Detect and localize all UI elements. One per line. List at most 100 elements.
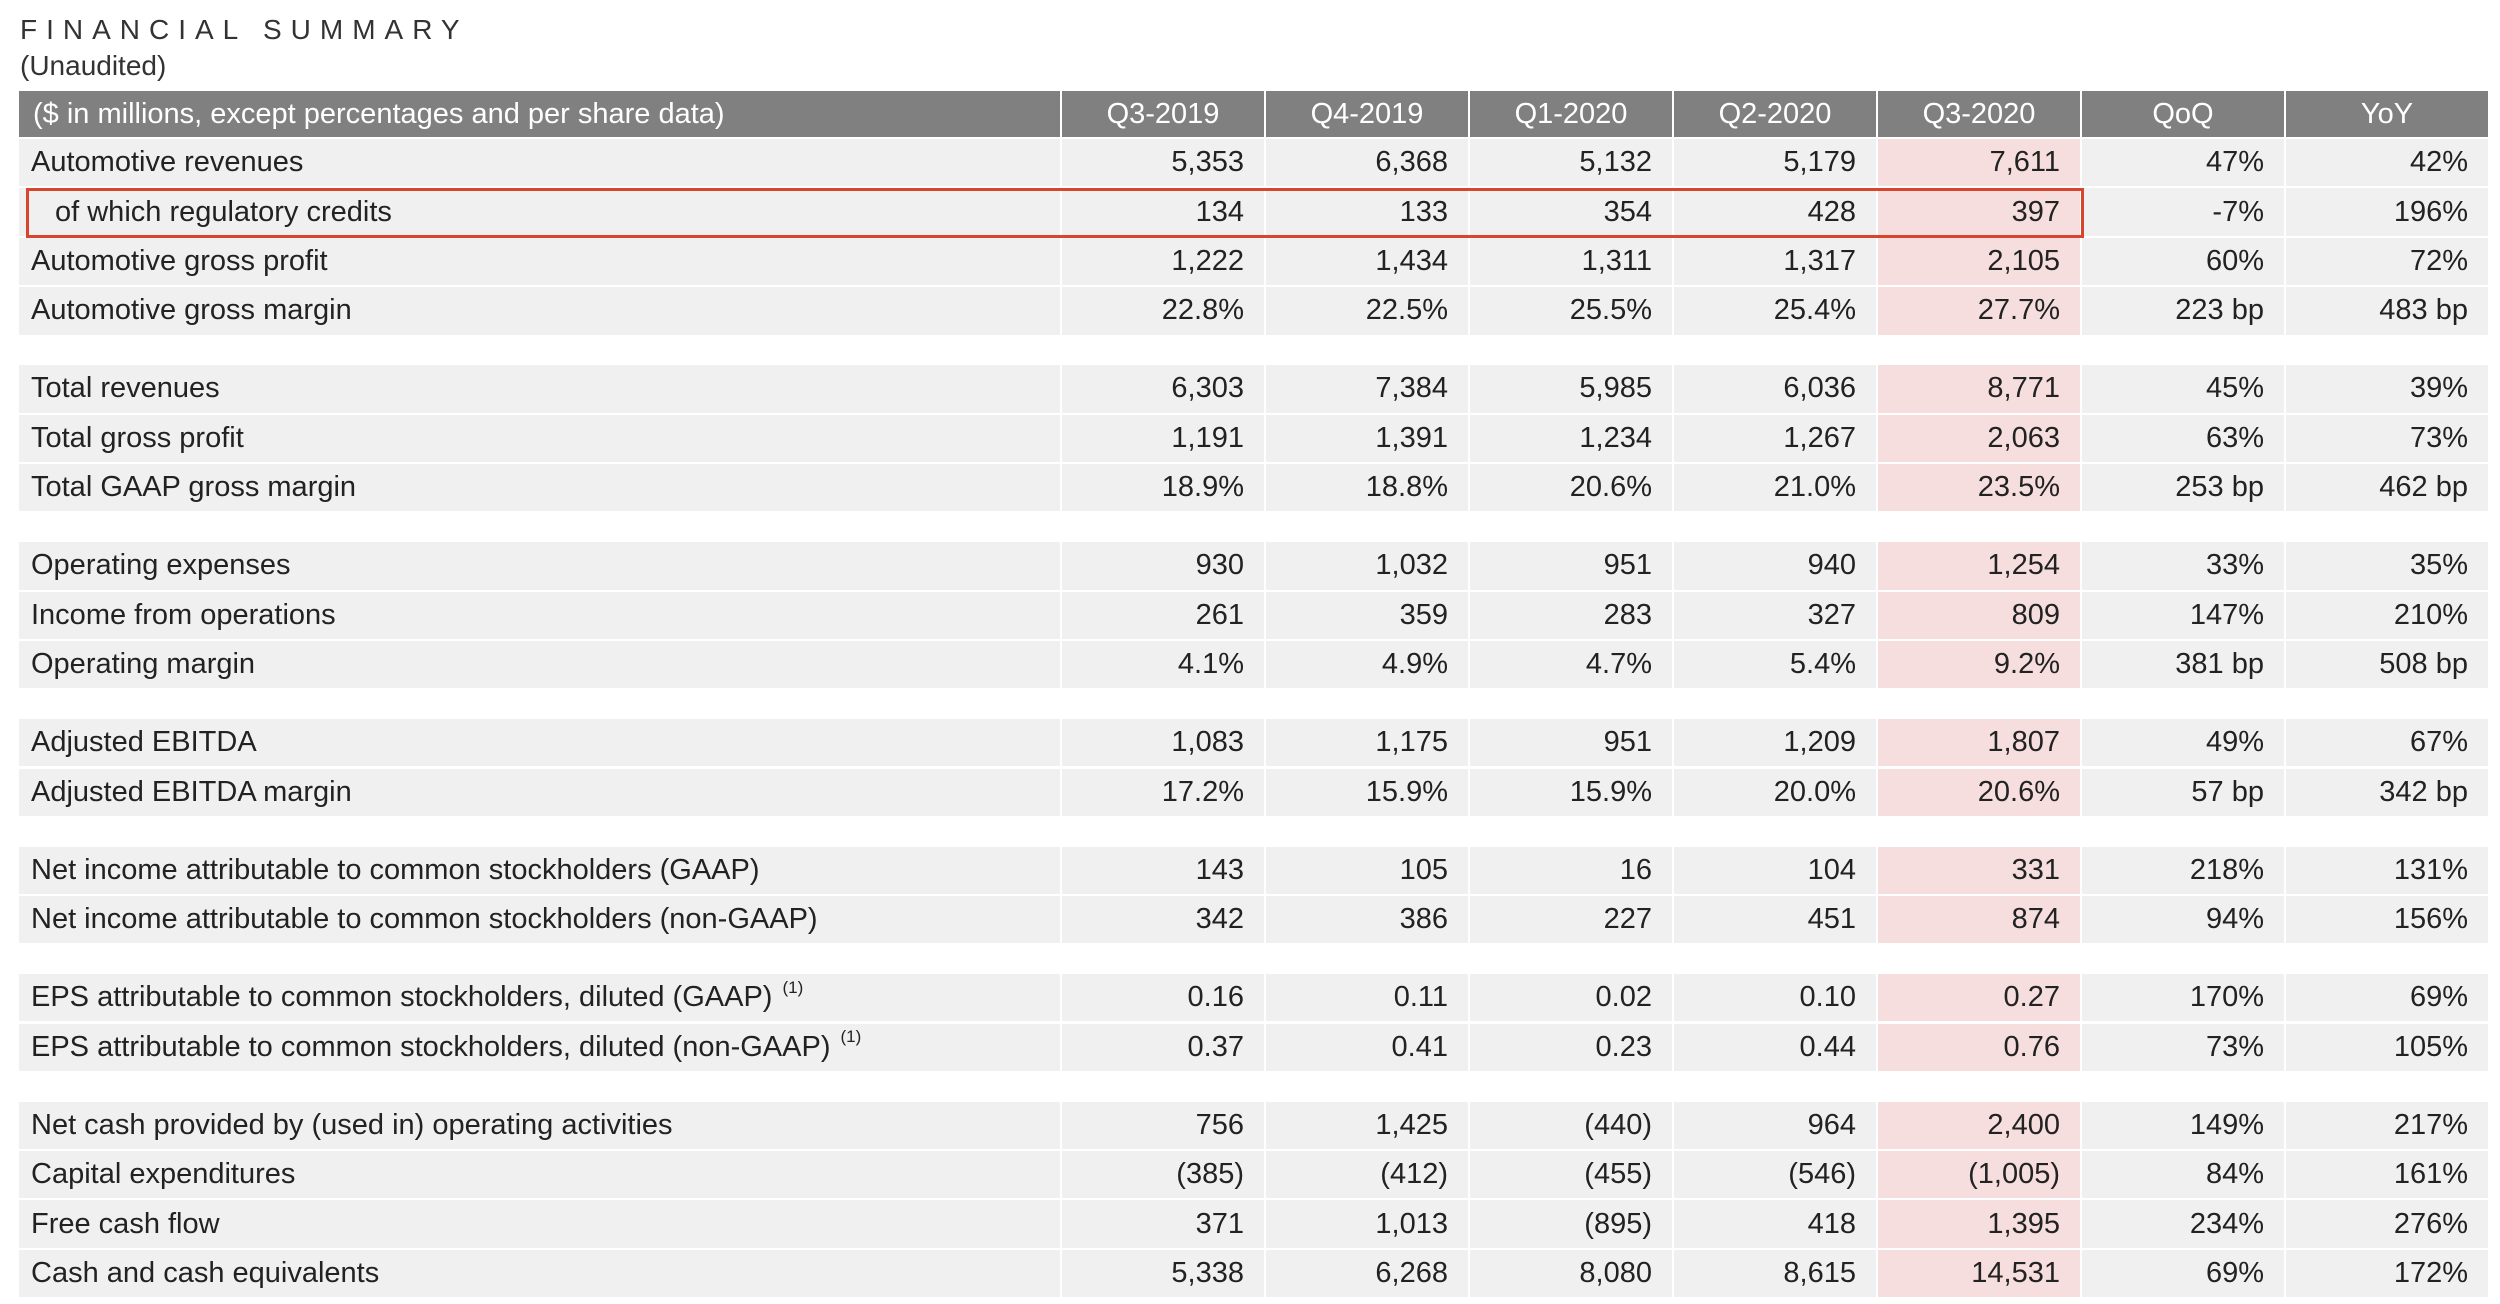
value-text: 253 bp	[2175, 471, 2264, 504]
value-text: 874	[2011, 903, 2060, 936]
value-cell: 930	[1062, 542, 1266, 592]
value-cell: 47%	[2082, 139, 2286, 189]
value-cell: 14,531	[1878, 1249, 2082, 1300]
label-text: Automotive gross margin	[31, 294, 352, 327]
value-text: 5,338	[1171, 1256, 1244, 1289]
column-header: Q2-2020	[1674, 91, 1878, 139]
value-cell: 5,179	[1674, 139, 1878, 189]
value-cell: 23.5%	[1878, 464, 2082, 514]
value-cell: 1,175	[1266, 719, 1470, 769]
value-cell: 354	[1470, 188, 1674, 238]
value-cell: 1,391	[1266, 414, 1470, 465]
value-cell: 21.0%	[1674, 464, 1878, 514]
value-cell: 756	[1062, 1101, 1266, 1151]
value-text: 4.7%	[1585, 648, 1652, 681]
label-text: Automotive gross profit	[31, 244, 328, 277]
label-text: Adjusted EBITDA margin	[31, 775, 352, 808]
value-text: 5,179	[1783, 146, 1856, 179]
value-cell: 25.5%	[1470, 287, 1674, 337]
value-text: 6,036	[1783, 372, 1856, 405]
value-cell: 462 bp	[2286, 464, 2490, 514]
value-text: 15.9%	[1569, 775, 1652, 808]
value-cell: 1,267	[1674, 414, 1878, 465]
column-header: QoQ	[2082, 91, 2286, 139]
value-text: 8,080	[1579, 1256, 1652, 1289]
value-cell: 17.2%	[1062, 768, 1266, 818]
value-text: 35%	[2409, 549, 2468, 582]
label-text: Adjusted EBITDA	[31, 726, 257, 759]
value-cell: (455)	[1470, 1151, 1674, 1201]
value-cell: 1,807	[1878, 719, 2082, 769]
value-text: 27.7%	[1977, 294, 2060, 327]
value-cell: 8,080	[1470, 1249, 1674, 1300]
value-cell: 69%	[2286, 974, 2490, 1024]
value-cell: 7,384	[1266, 365, 1470, 415]
value-text: 149%	[2189, 1108, 2264, 1141]
value-cell: 386	[1266, 896, 1470, 946]
value-text: 1,807	[1987, 726, 2060, 759]
value-text: 0.41	[1391, 1030, 1448, 1063]
value-text: 105	[1399, 853, 1448, 886]
value-text: 0.76	[2003, 1030, 2060, 1063]
value-cell: 359	[1266, 591, 1470, 641]
header-text: Q3-2019	[1106, 97, 1220, 130]
value-text: 20.6%	[1569, 471, 1652, 504]
footnote-marker: (1)	[840, 1027, 862, 1047]
value-cell: 69%	[2082, 1249, 2286, 1300]
value-cell: 6,036	[1674, 365, 1878, 415]
value-cell: 1,425	[1266, 1101, 1470, 1151]
value-text: 1,013	[1375, 1207, 1448, 1240]
value-text: 42%	[2409, 146, 2468, 179]
value-cell: 418	[1674, 1200, 1878, 1250]
value-cell: 143	[1062, 846, 1266, 896]
value-text: 462 bp	[2379, 471, 2468, 504]
value-cell: 223 bp	[2082, 287, 2286, 337]
value-cell: 94%	[2082, 896, 2286, 946]
value-text: 20.6%	[1977, 775, 2060, 808]
label-text: Net income attributable to common stockh…	[31, 903, 818, 936]
value-text: 17.2%	[1161, 775, 1244, 808]
value-text: 5,132	[1579, 146, 1652, 179]
value-cell: 67%	[2286, 719, 2490, 769]
value-cell: 371	[1062, 1200, 1266, 1250]
value-cell: 1,222	[1062, 237, 1266, 288]
value-cell: 253 bp	[2082, 464, 2286, 514]
value-text: 18.8%	[1365, 471, 1448, 504]
value-cell: 6,303	[1062, 365, 1266, 415]
value-text: 0.16	[1187, 981, 1244, 1014]
value-text: 418	[1807, 1207, 1856, 1240]
value-text: 354	[1603, 195, 1652, 228]
value-text: 47%	[2205, 146, 2264, 179]
value-text: 964	[1807, 1108, 1856, 1141]
value-cell: 18.9%	[1062, 464, 1266, 514]
value-cell: 508 bp	[2286, 641, 2490, 691]
value-text: 0.10	[1799, 981, 1856, 1014]
value-cell: 20.6%	[1878, 768, 2082, 818]
value-cell: 15.9%	[1266, 768, 1470, 818]
value-text: 21.0%	[1773, 471, 1856, 504]
value-text: 73%	[2205, 1030, 2264, 1063]
value-text: 0.27	[2003, 981, 2060, 1014]
header-text: QoQ	[2152, 97, 2214, 130]
value-cell: 1,013	[1266, 1200, 1470, 1250]
label-text: Total revenues	[31, 372, 220, 405]
row-label: Net income attributable to common stockh…	[19, 846, 1062, 896]
subtitle: (Unaudited)	[20, 50, 167, 81]
value-cell: 27.7%	[1878, 287, 2082, 337]
value-cell: 2,400	[1878, 1101, 2082, 1151]
row-label: Income from operations	[19, 591, 1062, 641]
value-text: 756	[1195, 1108, 1244, 1141]
value-text: 131%	[2393, 853, 2468, 886]
label-text: Net cash provided by (used in) operating…	[31, 1108, 673, 1141]
value-cell: 964	[1674, 1101, 1878, 1151]
value-text: 9.2%	[1993, 648, 2060, 681]
value-cell: 72%	[2286, 237, 2490, 288]
value-text: 1,317	[1783, 244, 1856, 277]
row-label: Automotive gross profit	[19, 237, 1062, 288]
value-text: 14,531	[1971, 1256, 2060, 1289]
label-text: Free cash flow	[31, 1207, 220, 1240]
label-text: EPS attributable to common stockholders,…	[31, 1030, 831, 1063]
value-cell: 342	[1062, 896, 1266, 946]
value-text: 261	[1195, 598, 1244, 631]
value-cell: 5,985	[1470, 365, 1674, 415]
